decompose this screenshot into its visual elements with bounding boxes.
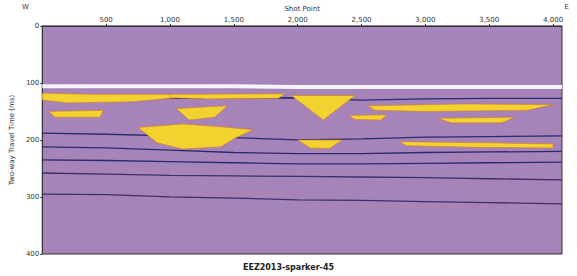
svg-text:3,500: 3,500: [479, 16, 499, 24]
svg-text:100: 100: [26, 79, 39, 87]
svg-text:1,000: 1,000: [160, 16, 180, 24]
svg-text:EEZ2013-sparker-45: EEZ2013-sparker-45: [243, 263, 335, 272]
svg-text:2,500: 2,500: [351, 16, 371, 24]
svg-text:1,500: 1,500: [224, 16, 244, 24]
svg-text:Two-way Travel Time (ms): Two-way Travel Time (ms): [8, 94, 16, 186]
svg-text:200: 200: [26, 136, 39, 144]
svg-text:2,000: 2,000: [288, 16, 308, 24]
svg-text:500: 500: [99, 16, 112, 24]
svg-text:Shot Point: Shot Point: [284, 5, 320, 13]
svg-text:4,000: 4,000: [543, 16, 563, 24]
svg-text:E: E: [565, 3, 569, 11]
svg-text:W: W: [22, 3, 29, 11]
svg-text:400: 400: [26, 250, 39, 258]
svg-text:3,000: 3,000: [415, 16, 435, 24]
svg-text:0: 0: [35, 22, 39, 30]
svg-text:300: 300: [26, 193, 39, 201]
